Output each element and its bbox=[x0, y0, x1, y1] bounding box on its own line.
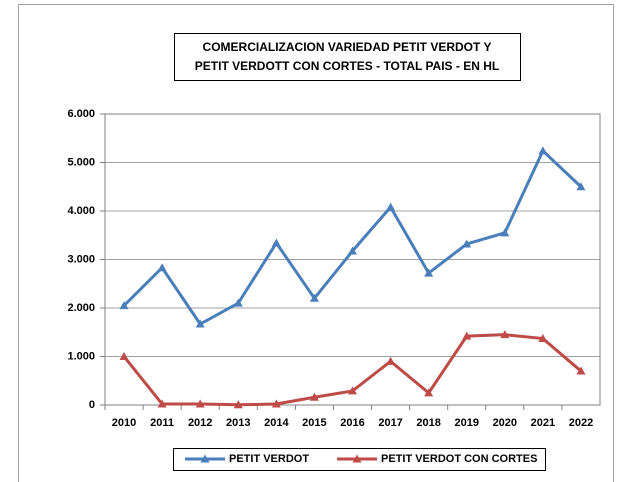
marker bbox=[119, 352, 129, 360]
x-tick-label: 2014 bbox=[264, 417, 289, 429]
marker bbox=[386, 202, 396, 211]
marker bbox=[462, 239, 472, 248]
y-tick-label: 6.000 bbox=[67, 108, 95, 120]
marker bbox=[576, 182, 586, 191]
plot-area bbox=[104, 113, 601, 406]
marker bbox=[157, 263, 167, 272]
marker bbox=[195, 319, 205, 328]
x-tick-label: 2015 bbox=[302, 417, 326, 429]
title-box bbox=[174, 33, 521, 81]
x-tick-label: 2010 bbox=[112, 417, 136, 429]
y-tick-label: 3.000 bbox=[67, 253, 95, 265]
marker bbox=[424, 268, 434, 277]
legend-label: PETIT VERDOT CON CORTES bbox=[381, 453, 537, 465]
legend-label: PETIT VERDOT bbox=[229, 453, 309, 465]
marker bbox=[576, 366, 586, 375]
y-tick-label: 4.000 bbox=[67, 205, 95, 217]
marker bbox=[348, 246, 357, 255]
y-tick-label: 0 bbox=[89, 399, 95, 411]
marker bbox=[500, 330, 510, 339]
marker bbox=[233, 298, 243, 307]
x-tick-label: 2019 bbox=[454, 417, 478, 429]
marker bbox=[309, 293, 319, 302]
x-tick-label: 2022 bbox=[569, 417, 593, 429]
x-tick-label: 2013 bbox=[226, 417, 250, 429]
chart-area bbox=[18, 4, 614, 482]
x-tick-label: 2017 bbox=[378, 417, 402, 429]
marker bbox=[500, 228, 510, 237]
y-tick-label: 2.000 bbox=[67, 302, 95, 314]
y-tick-label: 5.000 bbox=[67, 156, 95, 168]
marker bbox=[119, 301, 129, 310]
marker bbox=[386, 356, 396, 365]
marker bbox=[424, 388, 434, 397]
chart-title: PETIT VERDOTT CON CORTES - TOTAL PAIS - … bbox=[195, 59, 499, 73]
marker bbox=[538, 334, 548, 343]
x-tick-label: 2012 bbox=[188, 417, 212, 429]
marker bbox=[538, 146, 548, 155]
x-tick-label: 2018 bbox=[416, 417, 440, 429]
marker bbox=[157, 399, 167, 408]
chart-title: COMERCIALIZACION VARIEDAD PETIT VERDOT Y bbox=[203, 40, 492, 54]
legend-marker bbox=[352, 454, 362, 463]
marker bbox=[271, 399, 281, 408]
marker bbox=[348, 386, 357, 395]
x-tick-label: 2011 bbox=[150, 417, 174, 429]
legend-marker bbox=[200, 454, 210, 463]
x-tick-label: 2021 bbox=[531, 417, 555, 429]
marker bbox=[233, 400, 243, 409]
marker bbox=[462, 331, 472, 340]
y-tick-label: 1.000 bbox=[67, 350, 95, 362]
marker bbox=[309, 392, 319, 401]
marker bbox=[195, 399, 205, 408]
marker bbox=[271, 238, 281, 247]
x-tick-label: 2016 bbox=[340, 417, 364, 429]
x-tick-label: 2020 bbox=[493, 417, 517, 429]
